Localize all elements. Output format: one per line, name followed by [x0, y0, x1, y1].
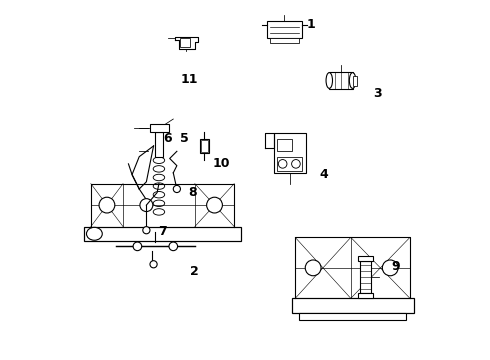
Ellipse shape: [305, 260, 321, 276]
Ellipse shape: [133, 242, 142, 251]
Ellipse shape: [173, 185, 180, 193]
Ellipse shape: [99, 197, 115, 213]
Ellipse shape: [153, 174, 165, 181]
Ellipse shape: [140, 199, 153, 212]
Bar: [267, 21, 302, 39]
Text: 2: 2: [191, 265, 199, 278]
Bar: [329, 72, 353, 89]
Bar: [180, 39, 190, 47]
Ellipse shape: [143, 226, 150, 234]
Bar: [353, 76, 357, 86]
Bar: [155, 132, 163, 157]
Text: 9: 9: [392, 260, 400, 273]
Bar: [360, 261, 371, 293]
Text: 7: 7: [158, 225, 167, 238]
Text: 5: 5: [180, 132, 189, 145]
Ellipse shape: [87, 227, 102, 240]
Bar: [277, 139, 292, 151]
Ellipse shape: [150, 261, 157, 268]
Ellipse shape: [382, 260, 398, 276]
Bar: [358, 293, 373, 298]
Text: 6: 6: [164, 132, 172, 145]
Bar: [150, 124, 169, 132]
Ellipse shape: [153, 209, 165, 215]
Ellipse shape: [278, 159, 287, 168]
Ellipse shape: [207, 197, 222, 213]
Ellipse shape: [169, 242, 177, 251]
Text: 10: 10: [213, 157, 230, 170]
Ellipse shape: [326, 73, 333, 88]
Ellipse shape: [153, 200, 165, 207]
Ellipse shape: [153, 157, 165, 163]
Ellipse shape: [153, 183, 165, 189]
Bar: [358, 256, 373, 261]
Bar: [274, 134, 306, 173]
Bar: [270, 38, 299, 42]
Ellipse shape: [153, 192, 165, 198]
Bar: [200, 139, 209, 153]
Text: 11: 11: [181, 73, 198, 86]
Bar: [84, 226, 242, 241]
Text: 3: 3: [373, 87, 382, 100]
Ellipse shape: [292, 159, 300, 168]
Bar: [292, 298, 414, 313]
Bar: [299, 313, 406, 320]
Ellipse shape: [349, 73, 356, 88]
Bar: [201, 140, 208, 152]
Text: 1: 1: [307, 18, 316, 31]
Text: 8: 8: [189, 186, 197, 199]
Ellipse shape: [153, 166, 165, 172]
Text: 4: 4: [319, 168, 328, 181]
Bar: [277, 157, 302, 171]
